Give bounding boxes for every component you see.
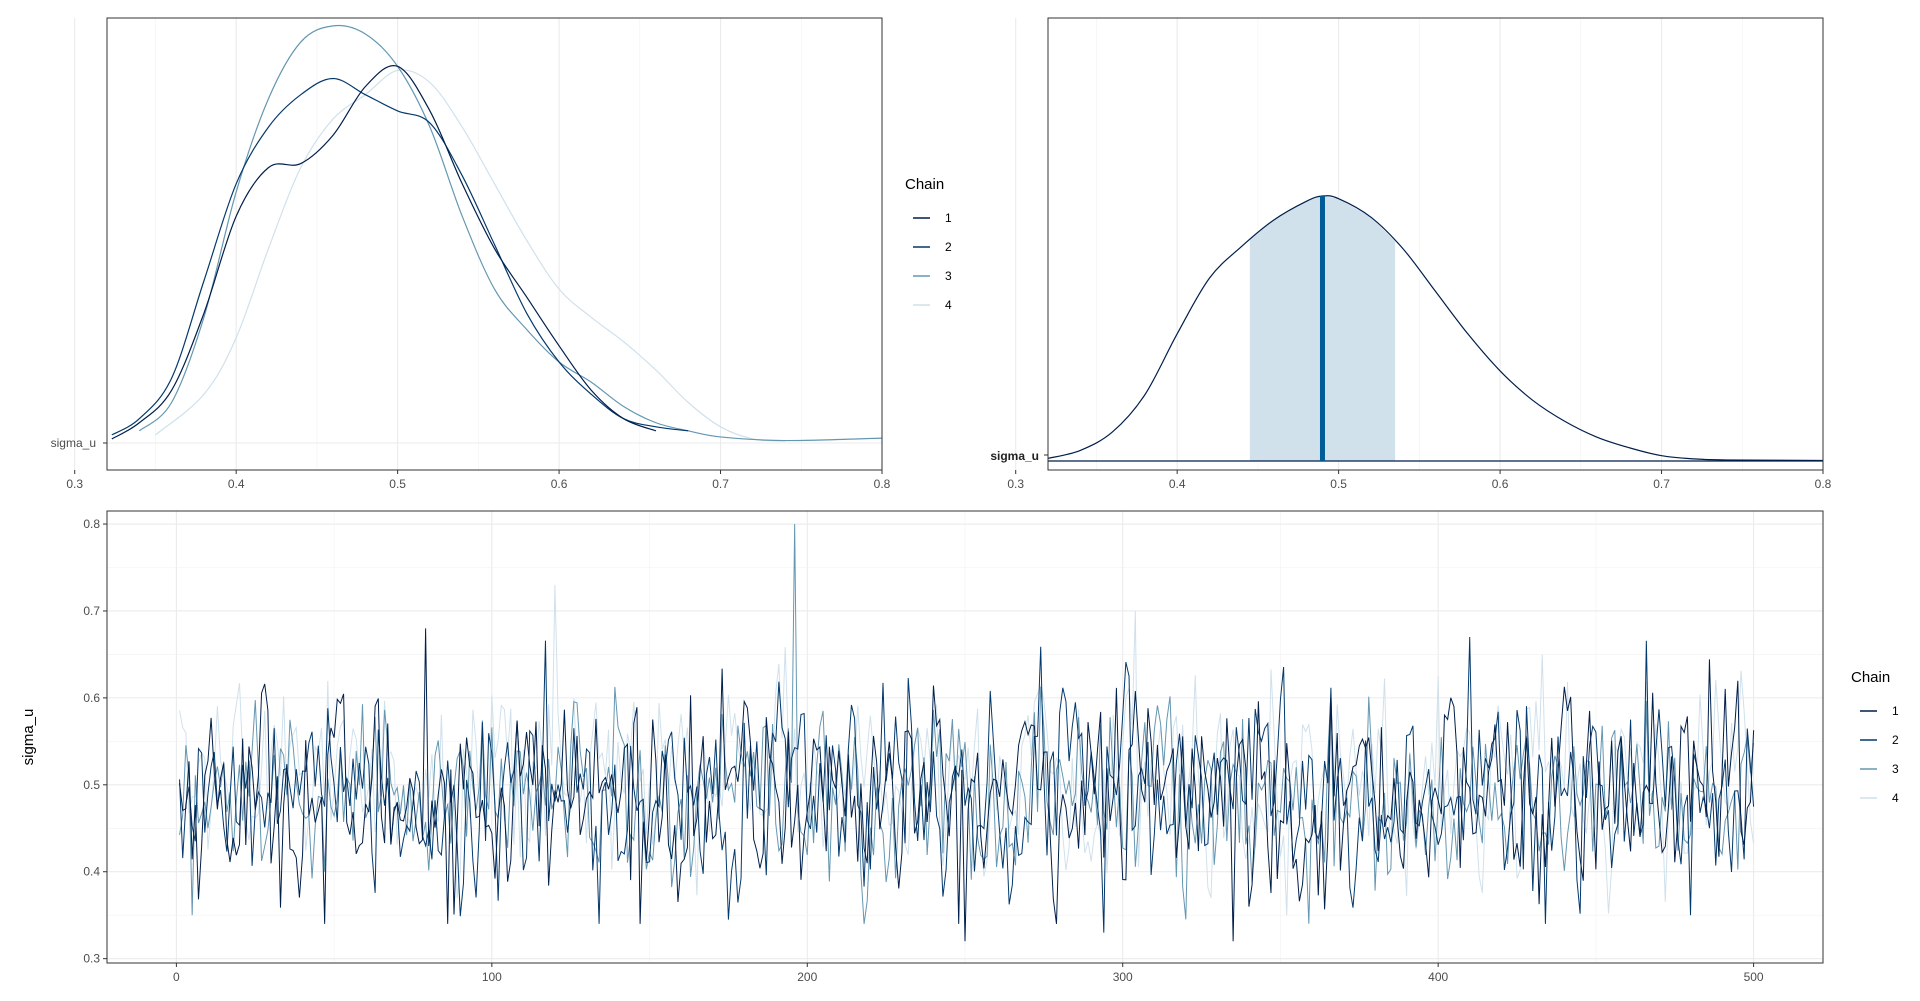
posterior-area-border bbox=[1047, 17, 1824, 471]
trace-y-tick-label: 0.4 bbox=[83, 865, 100, 879]
trace-y-tick-label: 0.5 bbox=[83, 778, 100, 792]
posterior-area-y-category-label: sigma_u bbox=[990, 449, 1039, 463]
density-overlay-legend-label-2: 2 bbox=[945, 240, 952, 254]
posterior-area-x-tick-label: 0.4 bbox=[1169, 477, 1186, 491]
trace-plot-lines bbox=[179, 524, 1755, 942]
trace-plot-x-axis: 0 100 200 300 400 500 bbox=[173, 963, 1764, 984]
posterior-area-grid bbox=[1015, 18, 1824, 470]
density-overlay-legend: Chain 1 2 3 4 bbox=[905, 176, 952, 312]
trace-x-tick-label: 300 bbox=[1113, 970, 1133, 984]
trace-y-tick-label: 0.7 bbox=[83, 604, 100, 618]
trace-line-chain-2 bbox=[179, 637, 1755, 933]
density-overlay-legend-label-3: 3 bbox=[945, 269, 952, 283]
trace-plot-legend-label-2: 2 bbox=[1892, 733, 1899, 747]
density-overlay-x-tick-label: 0.7 bbox=[712, 477, 729, 491]
trace-plot-panel: 0 100 200 300 400 500 0.3 0.4 0.5 0.6 0.7 0.8 sigm… bbox=[20, 510, 1899, 984]
trace-x-tick-label: 400 bbox=[1428, 970, 1448, 984]
density-overlay-lines bbox=[111, 24, 883, 442]
posterior-area-x-tick-label: 0.7 bbox=[1653, 477, 1670, 491]
trace-y-tick-label: 0.8 bbox=[83, 517, 100, 531]
posterior-density-outline bbox=[1047, 195, 1824, 462]
trace-plot-legend: Chain 1 2 3 4 bbox=[1851, 669, 1899, 805]
density-line-chain-4 bbox=[155, 69, 786, 442]
density-overlay-x-axis: 0.3 0.4 0.5 0.6 0.7 0.8 bbox=[66, 470, 891, 491]
trace-plot-legend-label-4: 4 bbox=[1892, 791, 1899, 805]
legend-title: Chain bbox=[1851, 669, 1890, 686]
posterior-area-panel: sigma_u 0.3 0.4 0.5 0.6 0.7 0.8 bbox=[990, 17, 1832, 491]
density-overlay-x-tick-label: 0.5 bbox=[389, 477, 406, 491]
density-line-chain-2 bbox=[111, 77, 689, 436]
legend-title: Chain bbox=[905, 176, 944, 193]
trace-plot-border bbox=[106, 510, 1824, 964]
posterior-area-x-tick-label: 0.5 bbox=[1330, 477, 1347, 491]
posterior-area-x-axis: 0.3 0.4 0.5 0.6 0.7 0.8 bbox=[1007, 470, 1832, 491]
trace-plot-y-axis-title: sigma_u bbox=[20, 709, 37, 766]
density-overlay-panel: sigma_u 0.3 0.4 0.5 0.6 0.7 0.8 Chain 1 2 3 4 bbox=[51, 17, 952, 491]
density-overlay-x-tick-label: 0.6 bbox=[551, 477, 568, 491]
trace-plot-legend-label-3: 3 bbox=[1892, 762, 1899, 776]
trace-x-tick-label: 100 bbox=[482, 970, 502, 984]
trace-y-tick-label: 0.3 bbox=[83, 952, 100, 966]
trace-y-tick-label: 0.6 bbox=[83, 691, 100, 705]
posterior-area-x-tick-label: 0.6 bbox=[1492, 477, 1509, 491]
density-overlay-border bbox=[106, 17, 883, 471]
density-overlay-x-tick-label: 0.3 bbox=[66, 477, 83, 491]
posterior-area-x-tick-label: 0.8 bbox=[1815, 477, 1832, 491]
density-overlay-x-tick-label: 0.4 bbox=[228, 477, 245, 491]
density-overlay-legend-label-4: 4 bbox=[945, 298, 952, 312]
trace-plot-grid bbox=[107, 511, 1823, 963]
density-line-chain-1 bbox=[111, 64, 657, 440]
density-overlay-x-tick-label: 0.8 bbox=[874, 477, 891, 491]
trace-plot-y-axis: 0.3 0.4 0.5 0.6 0.7 0.8 bbox=[83, 517, 107, 966]
posterior-area-x-tick-label: 0.3 bbox=[1007, 477, 1024, 491]
trace-x-tick-label: 500 bbox=[1744, 970, 1764, 984]
trace-line-chain-3 bbox=[179, 524, 1755, 924]
density-line-chain-3 bbox=[138, 24, 883, 442]
trace-x-tick-label: 200 bbox=[797, 970, 817, 984]
posterior-area-shapes bbox=[1047, 195, 1824, 462]
density-overlay-y-category-label: sigma_u bbox=[51, 436, 96, 450]
density-overlay-legend-label-1: 1 bbox=[945, 211, 952, 225]
trace-x-tick-label: 0 bbox=[173, 970, 180, 984]
trace-plot-legend-label-1: 1 bbox=[1892, 704, 1899, 718]
trace-line-chain-1 bbox=[179, 628, 1755, 942]
